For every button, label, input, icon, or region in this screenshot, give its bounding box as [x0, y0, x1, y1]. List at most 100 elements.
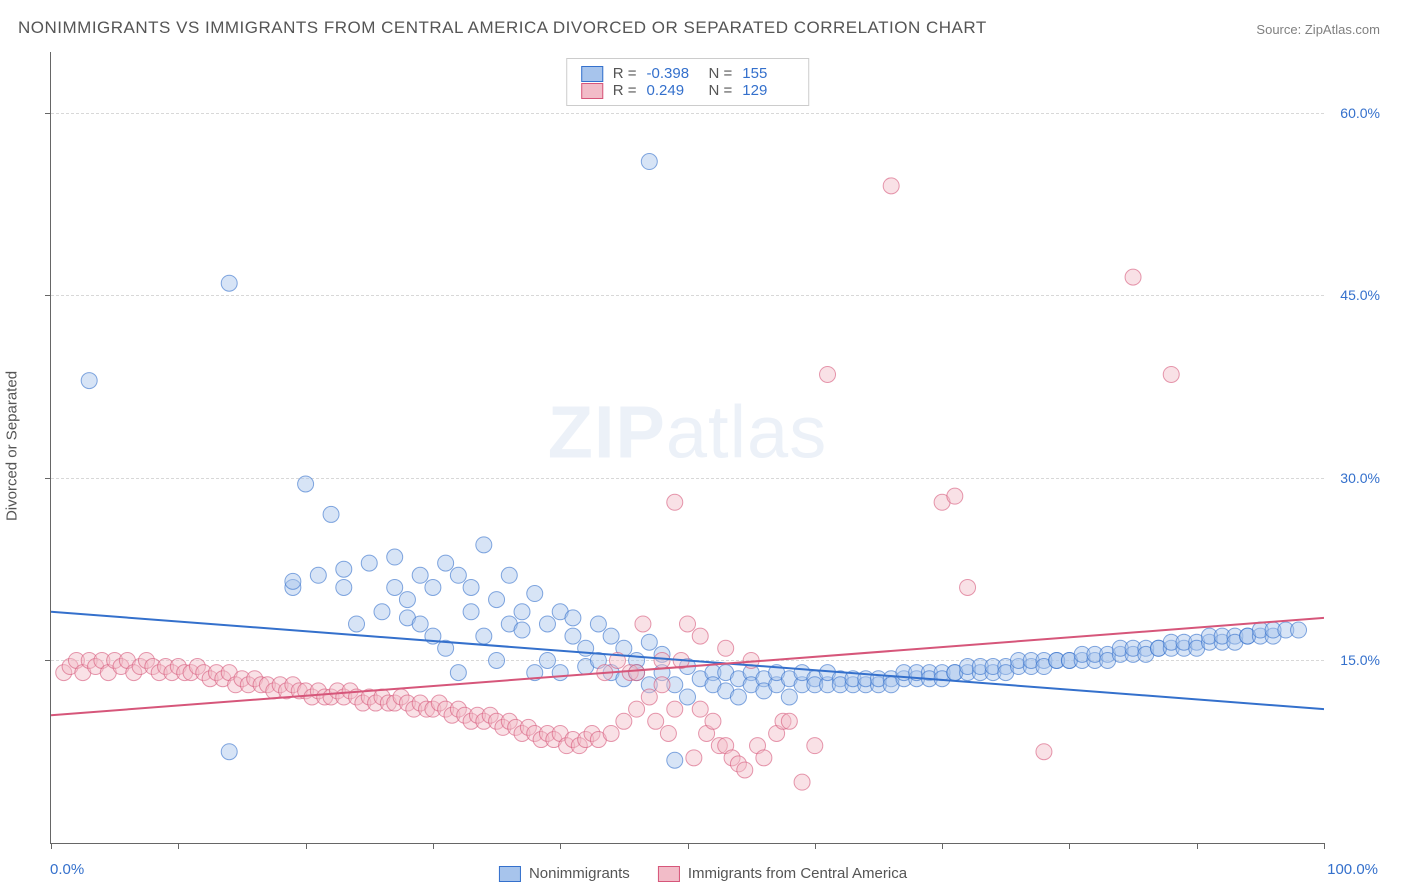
ytick-label: 60.0% [1340, 105, 1380, 121]
scatter-point [336, 579, 352, 595]
scatter-point [629, 701, 645, 717]
n-label: N = [709, 65, 733, 82]
scatter-point [641, 689, 657, 705]
scatter-point [654, 652, 670, 668]
r-value: 0.249 [647, 82, 699, 99]
scatter-point [514, 622, 530, 638]
scatter-point [603, 628, 619, 644]
scatter-point [501, 567, 517, 583]
legend-swatch [581, 66, 603, 82]
scatter-point [565, 628, 581, 644]
scatter-point [489, 652, 505, 668]
scatter-point [438, 555, 454, 571]
source-link[interactable]: ZipAtlas.com [1305, 22, 1380, 37]
scatter-point [807, 738, 823, 754]
chart-container: ZIPatlas R =-0.398N =155R =0.249N =129 1… [50, 52, 1386, 844]
chart-title: NONIMMIGRANTS VS IMMIGRANTS FROM CENTRAL… [18, 18, 987, 38]
source-label: Source: [1256, 22, 1301, 37]
bottom-legend: Nonimmigrants Immigrants from Central Ame… [499, 865, 907, 882]
scatter-point [616, 713, 632, 729]
xtick-mark [688, 843, 689, 849]
scatter-point [425, 579, 441, 595]
scatter-point [489, 592, 505, 608]
r-label: R = [613, 65, 637, 82]
scatter-point [629, 665, 645, 681]
xtick-mark [1197, 843, 1198, 849]
scatter-point [539, 616, 555, 632]
xtick-mark [433, 843, 434, 849]
scatter-point [476, 537, 492, 553]
scatter-point [310, 567, 326, 583]
xtick-mark [560, 843, 561, 849]
xtick-mark [306, 843, 307, 849]
source-attribution: Source: ZipAtlas.com [1256, 22, 1380, 37]
ytick-label: 45.0% [1340, 287, 1380, 303]
scatter-point [781, 713, 797, 729]
scatter-point [221, 275, 237, 291]
scatter-point [794, 774, 810, 790]
scatter-point [590, 616, 606, 632]
y-axis-label: Divorced or Separated [4, 371, 21, 521]
n-value: 129 [742, 82, 794, 99]
xtick-mark [815, 843, 816, 849]
x-min-label: 0.0% [50, 861, 84, 878]
scatter-point [450, 567, 466, 583]
scatter-point [947, 488, 963, 504]
scatter-point [1036, 744, 1052, 760]
scatter-point [603, 725, 619, 741]
scatter-point [285, 573, 301, 589]
xtick-mark [1069, 843, 1070, 849]
scatter-point [399, 592, 415, 608]
scatter-point [387, 579, 403, 595]
scatter-point [654, 677, 670, 693]
scatter-point [667, 752, 683, 768]
scatter-point [514, 604, 530, 620]
scatter-point [361, 555, 377, 571]
scatter-point [81, 373, 97, 389]
scatter-point [1291, 622, 1307, 638]
scatter-point [565, 610, 581, 626]
scatter-point [552, 665, 568, 681]
scatter-point [680, 616, 696, 632]
legend-swatch [581, 83, 603, 99]
scatter-point [221, 744, 237, 760]
scatter-point [667, 494, 683, 510]
scatter-point [336, 561, 352, 577]
legend-item: Immigrants from Central America [658, 865, 907, 882]
legend-stats-row: R =-0.398N =155 [581, 65, 795, 82]
scatter-point [667, 701, 683, 717]
xtick-mark [178, 843, 179, 849]
scatter-point [476, 628, 492, 644]
legend-stats-box: R =-0.398N =155R = 0.249 N = 129 [566, 58, 810, 106]
scatter-point [463, 604, 479, 620]
scatter-point [648, 713, 664, 729]
scatter-point [298, 476, 314, 492]
scatter-point [539, 652, 555, 668]
scatter-point [641, 154, 657, 170]
legend-label: Immigrants from Central America [688, 865, 907, 882]
scatter-point [737, 762, 753, 778]
xtick-mark [1324, 843, 1325, 849]
scatter-point [463, 579, 479, 595]
x-max-label: 100.0% [1327, 861, 1378, 878]
legend-item: Nonimmigrants [499, 865, 630, 882]
scatter-point [680, 689, 696, 705]
scatter-point [1125, 269, 1141, 285]
scatter-point [692, 628, 708, 644]
scatter-point [705, 713, 721, 729]
legend-label: Nonimmigrants [529, 865, 630, 882]
scatter-point [1163, 366, 1179, 382]
legend-swatch [658, 866, 680, 882]
scatter-point [527, 586, 543, 602]
scatter-point [781, 689, 797, 705]
scatter-point [323, 506, 339, 522]
scatter-point [718, 640, 734, 656]
scatter-point [412, 567, 428, 583]
scatter-point [660, 725, 676, 741]
scatter-point [686, 750, 702, 766]
scatter-point [387, 549, 403, 565]
n-label: N = [709, 82, 733, 99]
scatter-point [692, 701, 708, 717]
xtick-mark [51, 843, 52, 849]
xtick-mark [942, 843, 943, 849]
